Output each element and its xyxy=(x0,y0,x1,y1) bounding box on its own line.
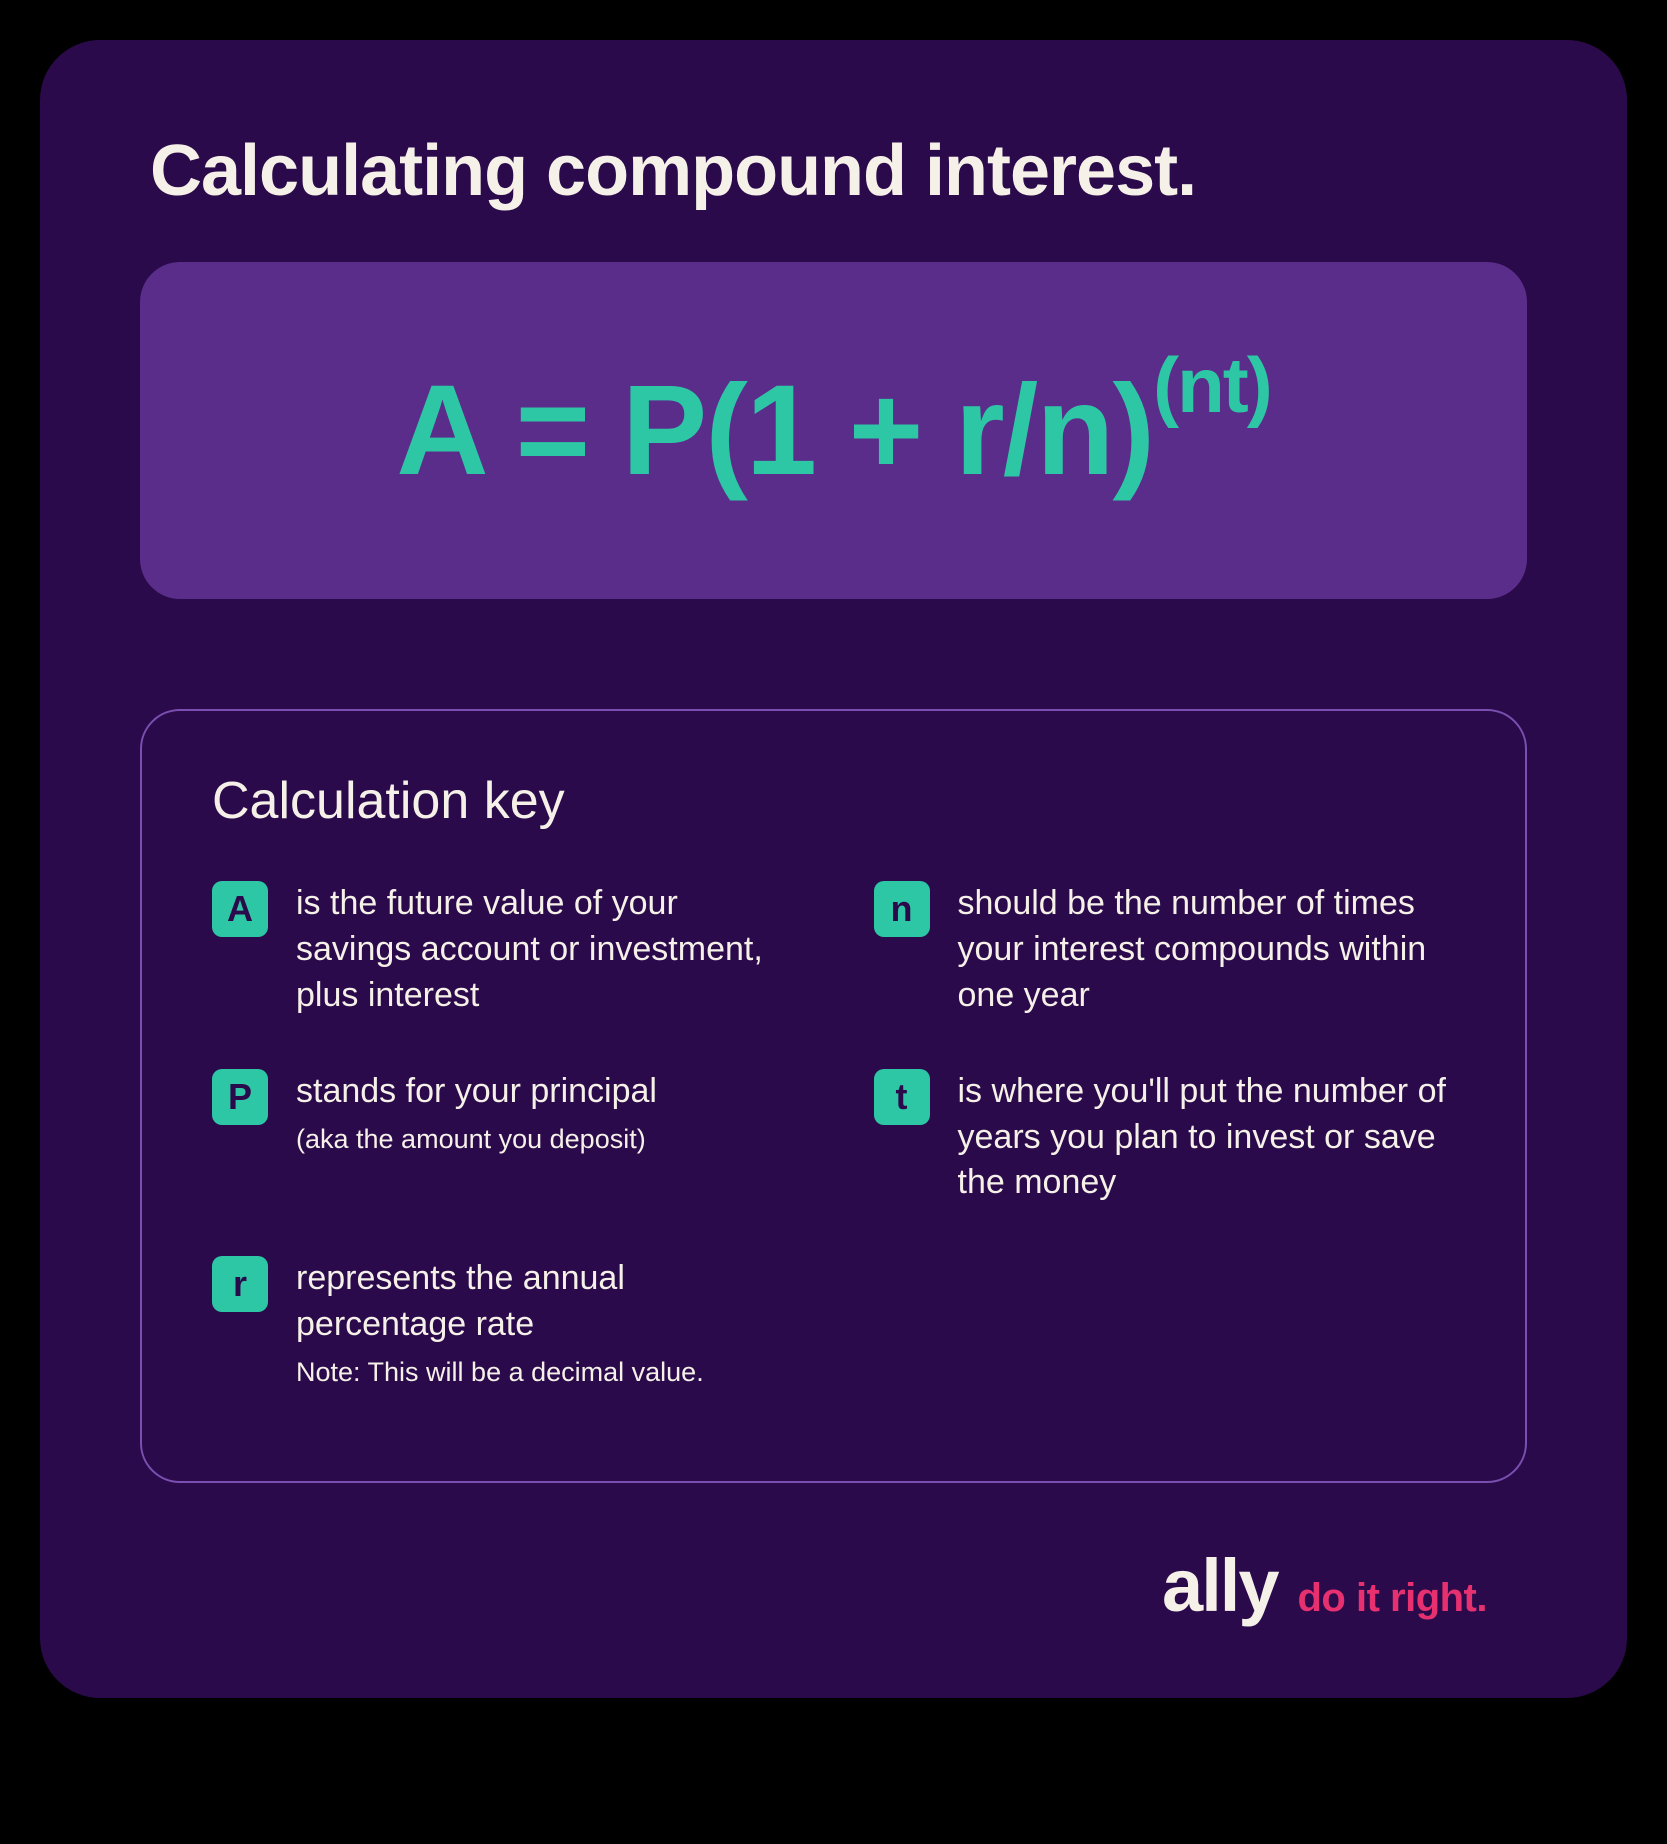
formula-text: A = P(1 + r/n)(nt) xyxy=(200,357,1467,504)
key-desc: represents the annual percentage rate No… xyxy=(296,1256,794,1390)
key-desc: is the future value of your savings acco… xyxy=(296,881,794,1019)
footer: ally do it right. xyxy=(140,1543,1527,1628)
key-desc: is where you'll put the number of years … xyxy=(958,1069,1456,1207)
key-desc-text: should be the number of times your inter… xyxy=(958,884,1427,1014)
formula-box: A = P(1 + r/n)(nt) xyxy=(140,262,1527,599)
key-item-a: A is the future value of your savings ac… xyxy=(212,881,794,1019)
key-badge: r xyxy=(212,1256,268,1312)
key-desc: should be the number of times your inter… xyxy=(958,881,1456,1019)
formula-base: A = P(1 + r/n) xyxy=(396,359,1153,502)
key-item-n: n should be the number of times your int… xyxy=(874,881,1456,1019)
calculation-key-box: Calculation key A is the future value of… xyxy=(140,709,1527,1483)
formula-exponent: (nt) xyxy=(1153,341,1271,429)
brand-logo-text: ally xyxy=(1162,1543,1277,1628)
key-item-p: P stands for your principal (aka the amo… xyxy=(212,1069,794,1207)
key-badge: n xyxy=(874,881,930,937)
key-grid: A is the future value of your savings ac… xyxy=(212,881,1455,1391)
key-badge: P xyxy=(212,1069,268,1125)
key-sub-text: Note: This will be a decimal value. xyxy=(296,1354,794,1390)
key-desc-text: is where you'll put the number of years … xyxy=(958,1072,1446,1202)
brand-tagline: do it right. xyxy=(1297,1576,1487,1621)
key-badge: t xyxy=(874,1069,930,1125)
key-desc-text: represents the annual percentage rate xyxy=(296,1259,625,1343)
key-badge: A xyxy=(212,881,268,937)
key-sub-text: (aka the amount you deposit) xyxy=(296,1121,657,1157)
key-desc: stands for your principal (aka the amoun… xyxy=(296,1069,657,1157)
card-inner: Calculating compound interest. A = P(1 +… xyxy=(40,40,1627,1698)
infographic-card: Calculating compound interest. A = P(1 +… xyxy=(0,0,1667,1738)
key-desc-text: stands for your principal xyxy=(296,1072,657,1110)
key-item-t: t is where you'll put the number of year… xyxy=(874,1069,1456,1207)
key-item-r: r represents the annual percentage rate … xyxy=(212,1256,794,1390)
page-title: Calculating compound interest. xyxy=(150,130,1527,212)
key-title: Calculation key xyxy=(212,771,1455,831)
key-desc-text: is the future value of your savings acco… xyxy=(296,884,763,1014)
